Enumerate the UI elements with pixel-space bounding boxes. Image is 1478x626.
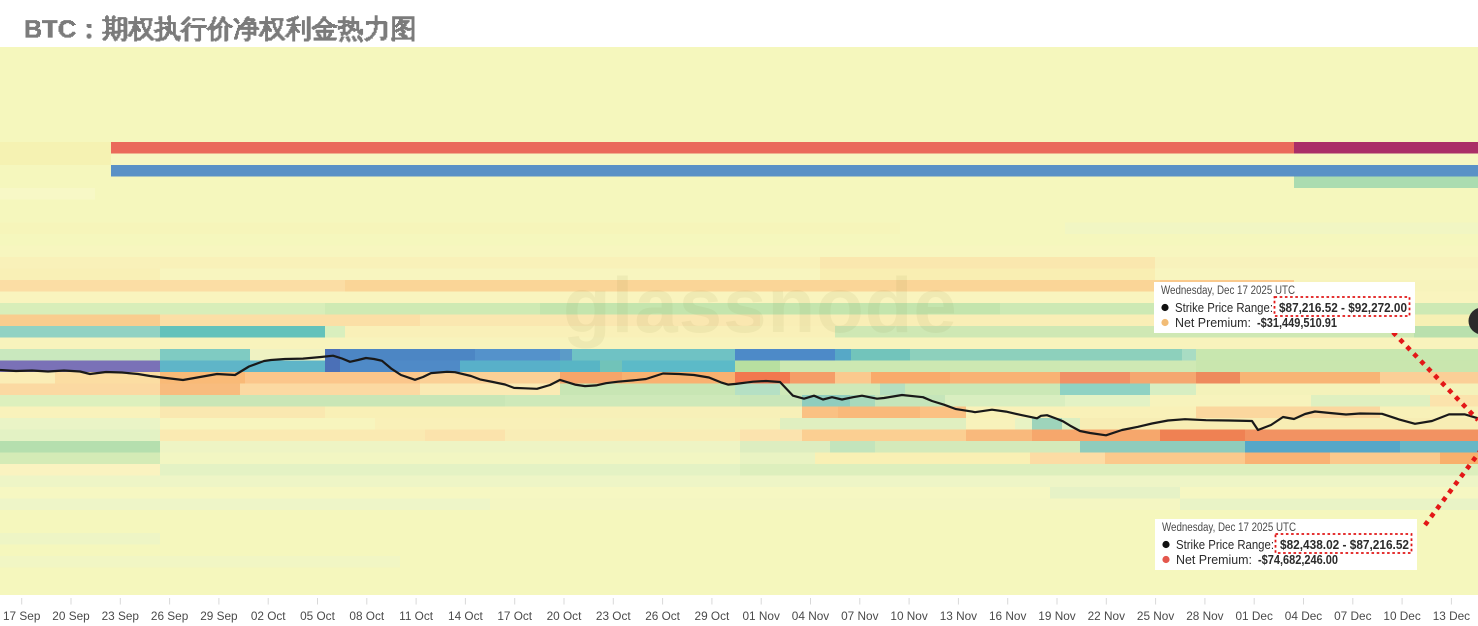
svg-text:Wednesday, Dec 17 2025 UTC: Wednesday, Dec 17 2025 UTC	[1161, 285, 1295, 297]
svg-text:29 Oct: 29 Oct	[695, 609, 730, 623]
svg-text:22 Nov: 22 Nov	[1088, 609, 1125, 623]
svg-text:01 Nov: 01 Nov	[743, 609, 780, 623]
svg-text:-$31,449,510.91: -$31,449,510.91	[1257, 315, 1337, 330]
svg-text:07 Nov: 07 Nov	[841, 609, 878, 623]
svg-text:08 Oct: 08 Oct	[349, 609, 384, 623]
svg-text:13 Dec: 13 Dec	[1433, 609, 1470, 623]
svg-text:29 Sep: 29 Sep	[200, 609, 238, 623]
svg-text:$82,438.02 - $87,216.52: $82,438.02 - $87,216.52	[1280, 537, 1409, 552]
svg-text:Wednesday, Dec 17 2025 UTC: Wednesday, Dec 17 2025 UTC	[1162, 522, 1296, 534]
svg-text:02 Oct: 02 Oct	[251, 609, 286, 623]
svg-text:07 Dec: 07 Dec	[1334, 609, 1371, 623]
svg-text:28 Nov: 28 Nov	[1186, 609, 1223, 623]
svg-text:-$74,682,246.00: -$74,682,246.00	[1258, 552, 1338, 567]
svg-text:20 Sep: 20 Sep	[52, 609, 90, 623]
svg-text:05 Oct: 05 Oct	[300, 609, 335, 623]
svg-text:04 Nov: 04 Nov	[792, 609, 829, 623]
svg-text:Strike Price Range:: Strike Price Range:	[1175, 300, 1273, 315]
svg-text:04 Dec: 04 Dec	[1285, 609, 1322, 623]
svg-text:11 Oct: 11 Oct	[399, 609, 434, 623]
svg-text:Net Premium:: Net Premium:	[1176, 552, 1252, 567]
svg-text:17 Oct: 17 Oct	[497, 609, 532, 623]
svg-text:23 Oct: 23 Oct	[596, 609, 631, 623]
svg-text:26 Oct: 26 Oct	[645, 609, 680, 623]
svg-text:20 Oct: 20 Oct	[547, 609, 582, 623]
svg-text:01 Dec: 01 Dec	[1236, 609, 1273, 623]
svg-text:17 Sep: 17 Sep	[3, 609, 41, 623]
svg-text:26 Sep: 26 Sep	[151, 609, 189, 623]
svg-text:14 Oct: 14 Oct	[448, 609, 483, 623]
svg-text:19 Nov: 19 Nov	[1038, 609, 1075, 623]
svg-text:glassnode: glassnode	[563, 261, 958, 349]
svg-text:25 Nov: 25 Nov	[1137, 609, 1174, 623]
svg-text:10 Dec: 10 Dec	[1383, 609, 1420, 623]
svg-text:$87,216.52 - $92,272.00: $87,216.52 - $92,272.00	[1279, 300, 1407, 315]
svg-text:Strike Price Range:: Strike Price Range:	[1176, 537, 1274, 552]
svg-text:13 Nov: 13 Nov	[940, 609, 977, 623]
svg-text:16 Nov: 16 Nov	[989, 609, 1026, 623]
svg-text:23 Sep: 23 Sep	[102, 609, 140, 623]
svg-text:Net Premium:: Net Premium:	[1175, 315, 1251, 330]
svg-text:10 Nov: 10 Nov	[890, 609, 927, 623]
